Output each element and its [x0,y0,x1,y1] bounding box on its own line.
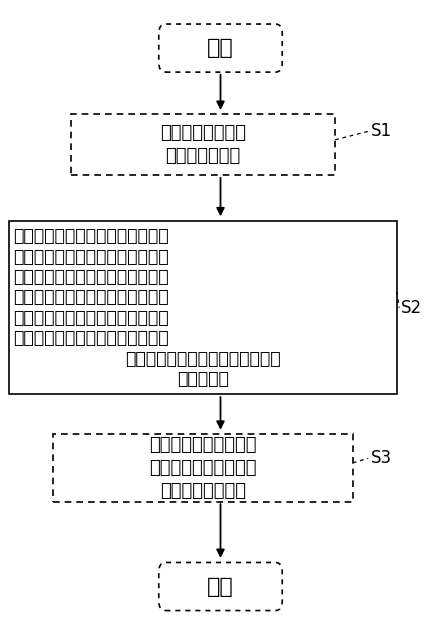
Text: 结束: 结束 [207,576,234,597]
Text: 应的概率值: 应的概率值 [177,370,229,388]
Text: 述概率矩阵的后一窗口区间的概率: 述概率矩阵的后一窗口区间的概率 [13,309,169,327]
Text: 述概率矩阵进行规则处理，剔除所: 述概率矩阵进行规则处理，剔除所 [13,268,169,286]
Bar [53,435,353,501]
Text: ，分别计算出各个窗口区间各自对: ，分别计算出各个窗口区间各自对 [125,349,280,367]
Text: 在所述概率矩阵中进行窗口搜索，: 在所述概率矩阵中进行窗口搜索， [13,228,169,246]
Text: 在窗口搜索过程中，基于阈值对所: 在窗口搜索过程中，基于阈值对所 [13,248,169,266]
Text: S1: S1 [370,122,392,140]
Text: S2: S2 [401,299,422,317]
Text: 计算基于上一窗口区间的概率结果: 计算基于上一窗口区间的概率结果 [13,329,169,347]
Bar [9,221,397,394]
Text: 筛选所述概率值最高的
窗口区间对应的命令词
作为语音识别结果: 筛选所述概率值最高的 窗口区间对应的命令词 作为语音识别结果 [149,436,257,500]
Bar [71,114,335,175]
Text: S3: S3 [370,449,392,467]
Text: 述概率矩阵中的无效路径，并且所: 述概率矩阵中的无效路径，并且所 [13,288,169,306]
Text: 开始: 开始 [207,38,234,58]
Text: 获取语音识别模型
输出的概率矩阵: 获取语音识别模型 输出的概率矩阵 [160,124,246,165]
